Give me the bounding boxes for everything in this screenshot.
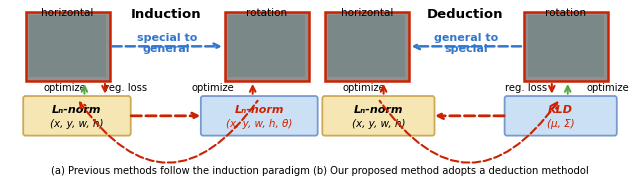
FancyBboxPatch shape: [504, 96, 617, 136]
Text: (a) Previous methods follow the induction paradigm (b) Our proposed method adopt: (a) Previous methods follow the inductio…: [51, 166, 589, 176]
Text: Lₙ-norm: Lₙ-norm: [234, 105, 284, 115]
Bar: [26, 12, 109, 81]
Text: Deduction: Deduction: [427, 8, 503, 21]
Bar: [29, 15, 106, 77]
Bar: [527, 15, 604, 77]
Text: Lₙ-norm: Lₙ-norm: [52, 105, 102, 115]
Text: Induction: Induction: [131, 8, 201, 21]
Text: reg. loss: reg. loss: [106, 83, 148, 93]
Text: general to
special: general to special: [434, 33, 498, 54]
Text: reg. loss: reg. loss: [504, 83, 547, 93]
Text: KLD: KLD: [548, 105, 573, 115]
Text: (x, y, w, h): (x, y, w, h): [351, 119, 405, 129]
Text: horizontal: horizontal: [42, 8, 94, 18]
Text: (μ, Σ): (μ, Σ): [547, 119, 575, 129]
Bar: [324, 12, 409, 81]
Bar: [524, 12, 608, 81]
Text: Lₙ-norm: Lₙ-norm: [354, 105, 403, 115]
Text: rotation: rotation: [545, 8, 586, 18]
Text: (x, y, w, h, θ): (x, y, w, h, θ): [226, 119, 292, 129]
Bar: [328, 15, 405, 77]
Text: special to
general: special to general: [136, 33, 197, 54]
Text: (x, y, w, h): (x, y, w, h): [50, 119, 104, 129]
FancyBboxPatch shape: [323, 96, 435, 136]
FancyBboxPatch shape: [201, 96, 317, 136]
Text: rotation: rotation: [246, 8, 287, 18]
Text: optimize: optimize: [44, 83, 86, 93]
FancyBboxPatch shape: [23, 96, 131, 136]
Bar: [225, 12, 308, 81]
Bar: [228, 15, 305, 77]
Text: optimize: optimize: [191, 83, 234, 93]
Text: horizontal: horizontal: [340, 8, 393, 18]
Text: optimize: optimize: [586, 83, 629, 93]
Text: optimize: optimize: [342, 83, 385, 93]
